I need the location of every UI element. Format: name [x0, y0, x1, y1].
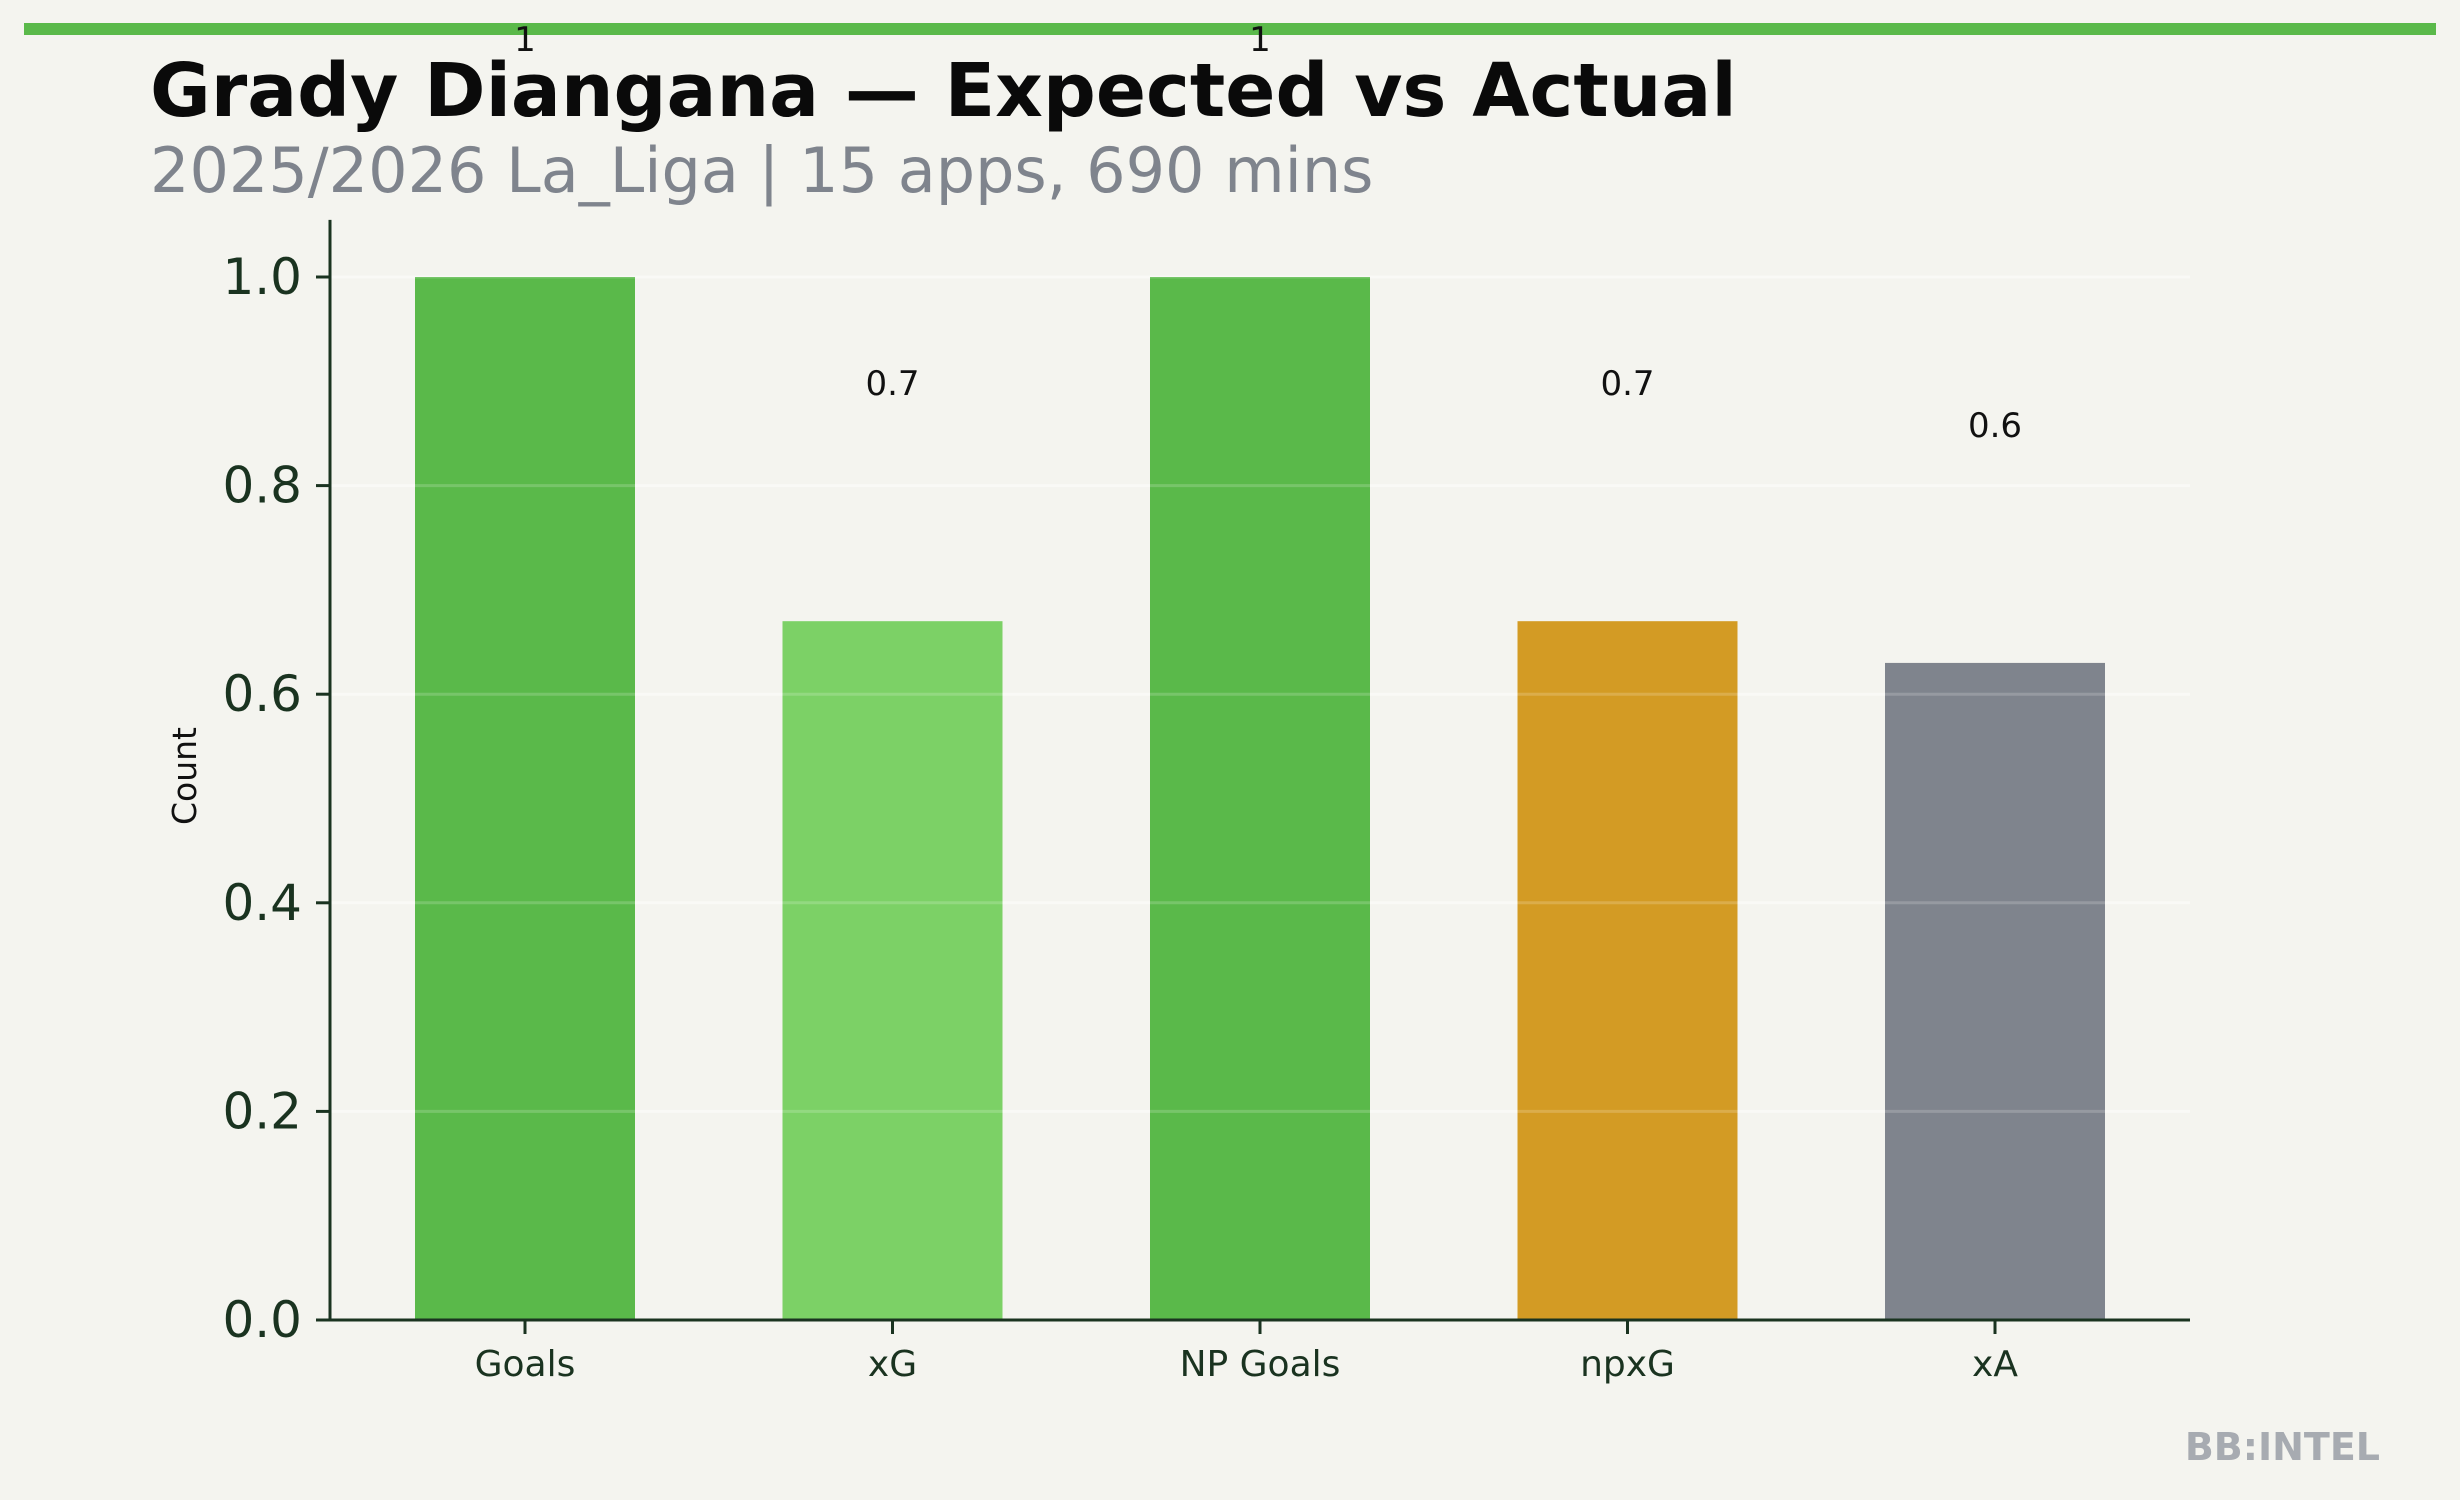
- bars: [330, 275, 2190, 1320]
- x-tick-label: xA: [1972, 1344, 2018, 1385]
- y-tick-label: 0.4: [222, 874, 302, 932]
- value-label: 1: [514, 20, 536, 60]
- chart-title: Grady Diangana — Expected vs Actual: [150, 48, 1737, 134]
- bar-np-goals: [1150, 277, 1370, 1320]
- bar-npxg: [1517, 621, 1738, 1320]
- bar-xg: [782, 621, 1003, 1320]
- y-axis-label: Count: [165, 727, 204, 825]
- bar-goals: [415, 277, 635, 1320]
- y-tick-label: 0.6: [222, 665, 302, 723]
- value-label: 0.6: [1968, 406, 2022, 446]
- y-tick-label: 0.2: [222, 1082, 302, 1140]
- y-tick-label: 1.0: [222, 248, 302, 306]
- x-tick-label: NP Goals: [1180, 1344, 1341, 1385]
- value-label: 0.7: [1600, 364, 1654, 404]
- value-label: 1: [1249, 20, 1271, 60]
- bar-xa: [1885, 662, 2105, 1320]
- axes: 0.0 0.2 0.4 0.6 0.8 1.0 Goals xG NP Goals npxG xA: [222, 219, 2190, 1385]
- watermark: BB:INTEL: [2185, 1425, 2380, 1469]
- value-label: 0.7: [865, 364, 919, 404]
- x-tick-label: npxG: [1580, 1344, 1675, 1385]
- y-tick-label: 0.0: [222, 1291, 302, 1349]
- y-tick-label: 0.8: [222, 457, 302, 515]
- chart-subtitle: 2025/2026 La_Liga | 15 apps, 690 mins: [150, 134, 1373, 208]
- value-labels: 1 0.7 1 0.7 0.6: [514, 20, 2022, 446]
- x-tick-label: Goals: [475, 1344, 576, 1385]
- x-tick-label: xG: [868, 1344, 917, 1385]
- accent-bar: [24, 23, 2436, 35]
